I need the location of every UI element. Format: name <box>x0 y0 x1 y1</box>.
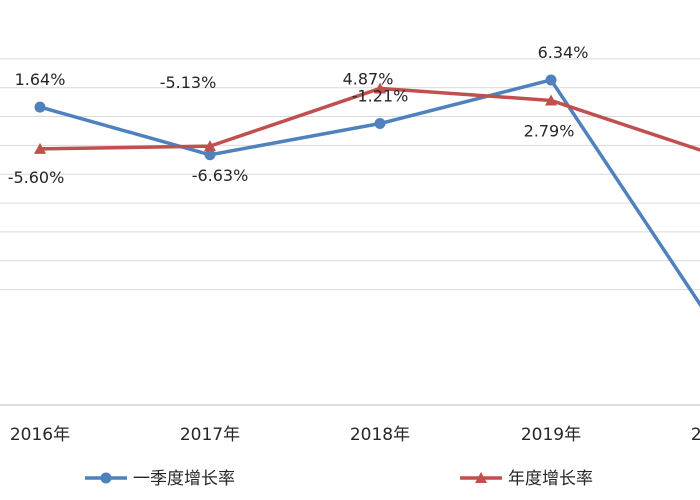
legend-swatch-marker <box>100 472 112 484</box>
data-point-marker <box>204 149 216 161</box>
x-tick-label: 2019年 <box>521 425 581 445</box>
data-point-marker <box>374 82 386 94</box>
legend: 一季度增长率 年度增长率 <box>85 469 593 489</box>
data-point-marker <box>545 94 557 106</box>
data-point-marker <box>34 101 46 113</box>
gridlines <box>0 58 700 291</box>
data-point-marker <box>34 142 46 154</box>
legend-swatch-marker <box>475 472 487 483</box>
data-label: -5.60% <box>8 168 65 187</box>
data-labels: 1.64% -6.63% -1.21% 6.34% -5.60% -5.13% 4.87% 2… <box>8 43 589 187</box>
series-markers <box>34 74 557 161</box>
legend-label: 年度增长率 <box>508 469 593 489</box>
legend-label: 一季度增长率 <box>133 469 235 489</box>
data-point-marker <box>374 118 386 130</box>
data-point-marker <box>545 74 557 86</box>
data-label: 2.79% <box>524 121 575 140</box>
x-tick-label: 2020年 <box>691 425 700 445</box>
x-tick-label: 2016年 <box>10 425 70 445</box>
x-tick-label: 2017年 <box>180 425 240 445</box>
legend-item: 年度增长率 <box>460 469 593 489</box>
data-label: 4.87% <box>343 69 394 88</box>
x-tick-label: 2018年 <box>350 425 410 445</box>
data-label: 6.34% <box>538 43 589 62</box>
data-point-marker <box>204 140 216 152</box>
data-label: 1.64% <box>15 70 66 89</box>
legend-item: 一季度增长率 <box>85 469 235 489</box>
data-label: -6.63% <box>192 166 249 185</box>
x-axis: 2016年 2017年 2018年 2019年 2020年 <box>0 404 700 445</box>
data-label: -1.21% <box>352 87 409 106</box>
series-lines <box>39 78 700 308</box>
data-label: -5.13% <box>160 73 217 92</box>
